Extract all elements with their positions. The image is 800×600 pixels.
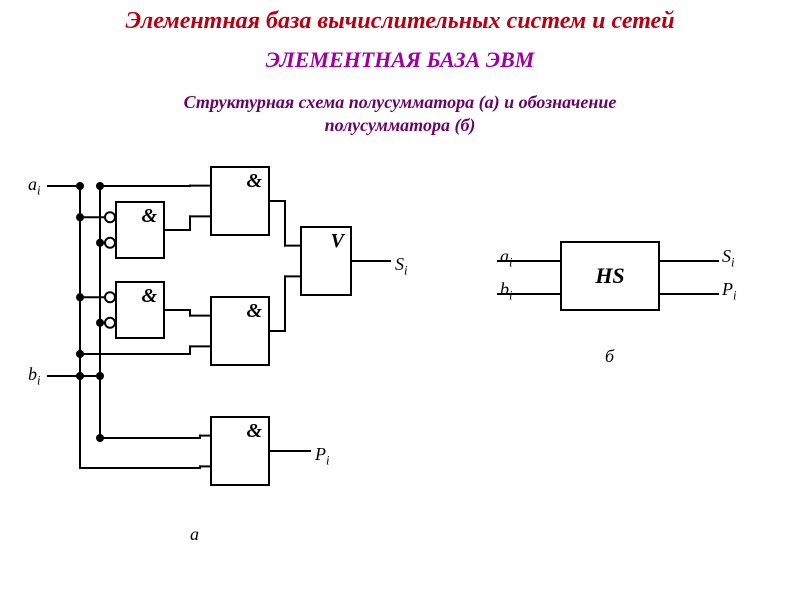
gate-g1: & (115, 201, 165, 259)
hs-output-0: Si (722, 246, 735, 271)
label-a-input: ai (28, 174, 41, 199)
page-subtitle: Структурная схема полусумматора (а) и об… (60, 91, 740, 136)
hs-input-0: ai (500, 246, 513, 271)
gate-g3: & (210, 166, 270, 236)
subtitle-line-1: Структурная схема полусумматора (а) и об… (184, 92, 617, 112)
gate-g2: & (115, 281, 165, 339)
hs-output-1: Pi (722, 279, 737, 304)
fig-label-b: б (605, 346, 614, 367)
fig-label-a: а (190, 524, 199, 545)
page-title-2: ЭЛЕМЕНТНАЯ БАЗА ЭВМ (0, 47, 800, 73)
hs-input-1: bi (500, 279, 513, 304)
subtitle-line-2: полусумматора (б) (325, 115, 476, 135)
diagram-layer: aibi&&&&V&SiPiаHSaibiSiPiб (0, 146, 800, 576)
gate-g5: V (300, 226, 352, 296)
label-S-out: Si (395, 254, 408, 279)
hs-block: HS (560, 241, 660, 311)
label-b-input: bi (28, 364, 41, 389)
page-title-1: Элементная база вычислительных систем и … (0, 8, 800, 35)
label-P-out: Pi (315, 444, 330, 469)
gate-g4: & (210, 296, 270, 366)
gate-g6: & (210, 416, 270, 486)
